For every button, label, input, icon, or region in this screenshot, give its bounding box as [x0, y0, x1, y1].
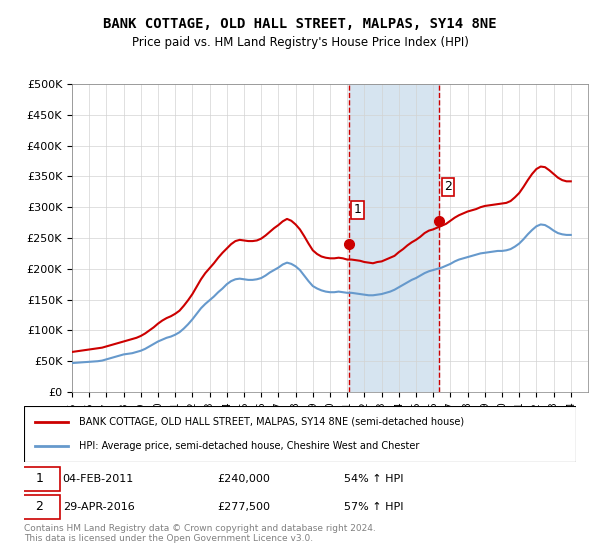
Text: Price paid vs. HM Land Registry's House Price Index (HPI): Price paid vs. HM Land Registry's House … — [131, 36, 469, 49]
Text: Contains HM Land Registry data © Crown copyright and database right 2024.
This d: Contains HM Land Registry data © Crown c… — [24, 524, 376, 543]
Text: BANK COTTAGE, OLD HALL STREET, MALPAS, SY14 8NE (semi-detached house): BANK COTTAGE, OLD HALL STREET, MALPAS, S… — [79, 417, 464, 427]
Text: 1: 1 — [354, 203, 362, 216]
Text: HPI: Average price, semi-detached house, Cheshire West and Chester: HPI: Average price, semi-detached house,… — [79, 441, 419, 451]
Text: 04-FEB-2011: 04-FEB-2011 — [62, 474, 134, 484]
Text: 29-APR-2016: 29-APR-2016 — [62, 502, 134, 512]
FancyBboxPatch shape — [24, 406, 576, 462]
Text: 2: 2 — [35, 500, 43, 514]
FancyBboxPatch shape — [19, 495, 60, 519]
Text: £277,500: £277,500 — [217, 502, 270, 512]
Text: BANK COTTAGE, OLD HALL STREET, MALPAS, SY14 8NE: BANK COTTAGE, OLD HALL STREET, MALPAS, S… — [103, 17, 497, 31]
Text: 1: 1 — [35, 472, 43, 486]
Text: £240,000: £240,000 — [217, 474, 270, 484]
Text: 2: 2 — [444, 180, 452, 193]
Text: 54% ↑ HPI: 54% ↑ HPI — [344, 474, 404, 484]
FancyBboxPatch shape — [19, 467, 60, 491]
Text: 57% ↑ HPI: 57% ↑ HPI — [344, 502, 404, 512]
Bar — [349, 84, 439, 392]
